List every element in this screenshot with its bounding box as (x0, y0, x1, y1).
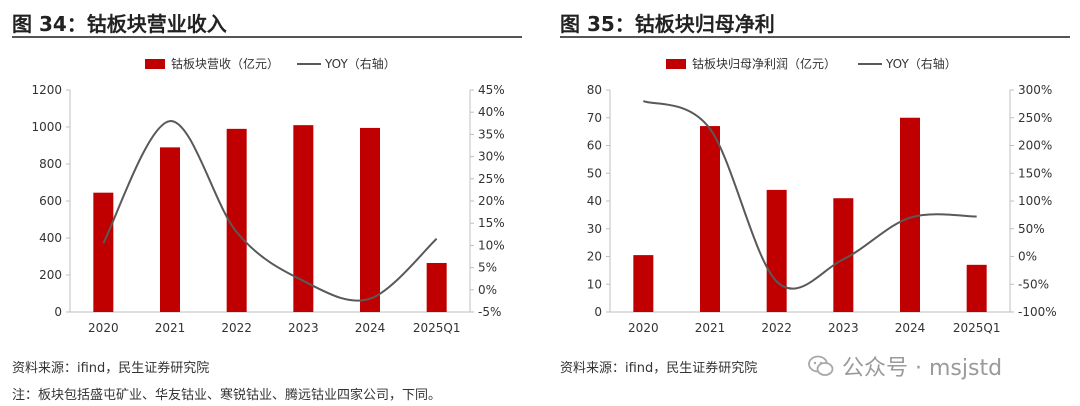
y-right-tick-label: 100% (1018, 194, 1052, 208)
y-right-tick-label: 45% (478, 83, 505, 97)
y-right-tick-label: 20% (478, 194, 505, 208)
y-right-tick-label: -5% (478, 305, 501, 319)
figure-34-title: 图 34：钴板块营业收入 (12, 12, 227, 36)
y-left-tick-label: 800 (39, 157, 62, 171)
y-left-tick-label: 40 (587, 194, 602, 208)
bar (360, 127, 380, 312)
x-tick-label: 2024 (895, 321, 926, 335)
legend-line-label: YOY（右轴） (885, 56, 957, 71)
bar (293, 125, 314, 313)
x-tick-label: 2020 (88, 321, 119, 335)
legend-bar-swatch (666, 59, 686, 69)
legend-bar-swatch (145, 59, 165, 69)
y-left-tick-label: 70 (587, 111, 602, 125)
x-tick-label: 2022 (221, 321, 252, 335)
bar (966, 264, 987, 312)
figure-35-title: 图 35：钴板块归母净利 (560, 12, 775, 36)
y-right-tick-label: 250% (1018, 111, 1052, 125)
y-left-tick-label: 0 (54, 305, 62, 319)
bar (700, 126, 720, 312)
x-tick-label: 2021 (155, 321, 186, 335)
legend-bar-label: 钴板块归母净利润（亿元） (692, 56, 836, 71)
x-tick-label: 2020 (628, 321, 659, 335)
x-tick-label: 2023 (288, 321, 319, 335)
y-left-tick-label: 50 (587, 166, 602, 180)
y-right-tick-label: 40% (478, 105, 505, 119)
bar (900, 117, 920, 312)
y-right-tick-label: 0% (1018, 250, 1037, 264)
x-tick-label: 2022 (761, 321, 792, 335)
bar (426, 262, 447, 312)
legend-bar-label: 钴板块营收（亿元） (171, 56, 279, 71)
legend: 钴板块归母净利润（亿元） YOY（右轴） (666, 56, 957, 71)
bar (766, 189, 787, 312)
y-left-tick-label: 1000 (31, 120, 62, 134)
y-right-tick-label: 35% (478, 127, 505, 141)
y-right-tick-label: 200% (1018, 139, 1052, 153)
yoy-line (102, 120, 438, 302)
bar (226, 128, 247, 312)
y-right-tick-label: -100% (1018, 305, 1057, 319)
y-right-tick-label: 5% (478, 261, 497, 275)
y-left-tick-label: 10 (587, 277, 602, 291)
figure-34-source: 资料来源：ifind，民生证券研究院 (12, 361, 210, 376)
watermark-text: 公众号 · msjstd (842, 356, 1003, 381)
bar (93, 192, 114, 312)
y-left-tick-label: 400 (39, 231, 62, 245)
legend: 钴板块营收（亿元） YOY（右轴） (145, 56, 396, 71)
wechat-icon (808, 355, 834, 376)
footnote: 注：板块包括盛屯矿业、华友钴业、寒锐钴业、腾远钴业四家公司，下同。 (12, 388, 442, 403)
y-left-tick-label: 0 (594, 305, 602, 319)
y-left-tick-label: 80 (587, 83, 602, 97)
yoy-line (642, 100, 977, 290)
y-left-tick-label: 200 (39, 268, 62, 282)
y-right-tick-label: 25% (478, 172, 505, 186)
y-right-tick-label: 10% (478, 238, 505, 252)
x-tick-label: 2021 (695, 321, 726, 335)
net-profit-chart: 钴板块归母净利润（亿元） YOY（右轴） 0 10 20 30 40 50 60 70 80 -100… (587, 56, 1057, 335)
y-right-tick-label: 15% (478, 216, 505, 230)
legend-line-label: YOY（右轴） (324, 56, 396, 71)
y-left-tick-label: 1200 (31, 83, 62, 97)
figure-34-title-rule (12, 36, 522, 38)
bar (160, 147, 180, 312)
y-left-tick-label: 600 (39, 194, 62, 208)
figure-35-source: 资料来源：ifind，民生证券研究院 (560, 361, 758, 376)
y-right-tick-label: 150% (1018, 166, 1052, 180)
watermark: 公众号 · msjstd (808, 350, 1002, 382)
bar (633, 255, 654, 312)
y-right-tick-label: 50% (1018, 222, 1045, 236)
bar (833, 198, 854, 312)
y-right-tick-label: 0% (478, 283, 497, 297)
x-tick-label: 2023 (828, 321, 859, 335)
y-right-tick-label: 300% (1018, 83, 1052, 97)
figure-35-title-rule (560, 36, 1070, 38)
y-right-tick-label: -50% (1018, 277, 1049, 291)
x-tick-label: 2024 (355, 321, 386, 335)
x-tick-label: 2025Q1 (413, 321, 461, 335)
y-right-tick-label: 30% (478, 150, 505, 164)
y-left-tick-label: 30 (587, 222, 602, 236)
revenue-chart: 钴板块营收（亿元） YOY（右轴） 0 200 400 600 800 1000 1200 -5%… (31, 56, 505, 335)
x-tick-label: 2025Q1 (953, 321, 1001, 335)
y-left-tick-label: 60 (587, 139, 602, 153)
y-left-tick-label: 20 (587, 250, 602, 264)
